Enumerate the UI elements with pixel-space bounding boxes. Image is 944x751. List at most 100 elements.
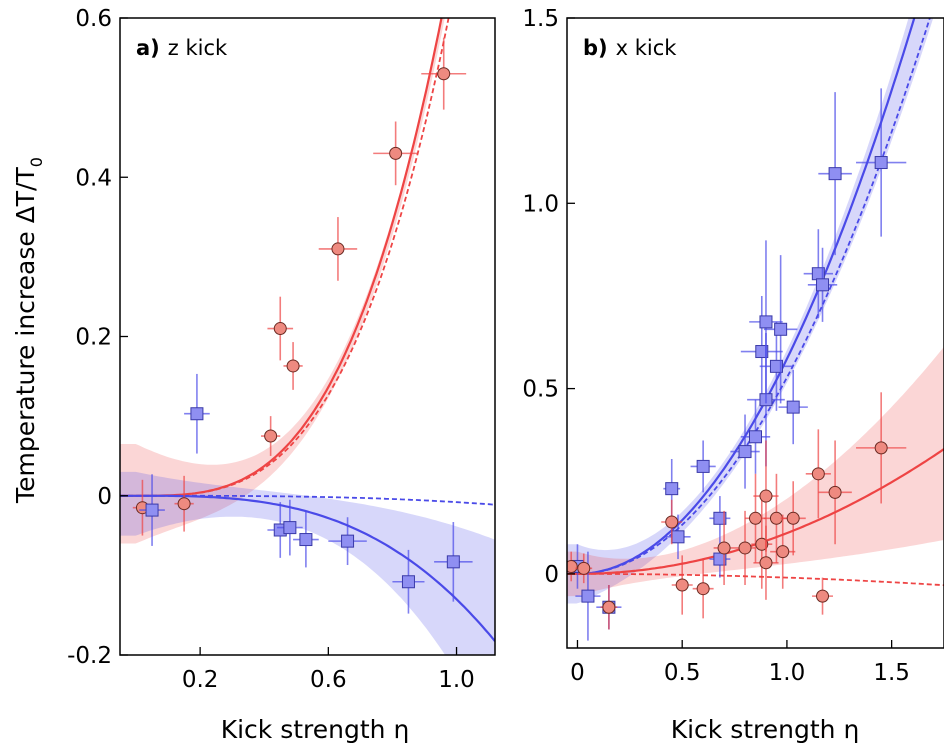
square-marker [190,407,204,421]
panel-b-x-kick: b) x kick Kick strength η 0 0.5 1.0 1.5 0 0.5 1… [522,6,944,744]
panel-b-blue-data-point [803,229,833,319]
panel-a-z-kick: a) z kick Kick strength η -0.2 0 0.2 0.4 0.6 0… [67,6,496,744]
panel-a-red-data-point [267,296,294,361]
panel-a-red-data-point [421,37,467,110]
panel-b-y-tick-label: 1.0 [522,191,559,217]
square-marker [749,430,762,444]
square-marker [713,552,727,566]
circle-marker [577,561,591,575]
panel-b-red-data-point [753,525,779,600]
circle-marker [828,485,842,499]
circle-marker [786,511,800,525]
panel-a-blue-data-point [184,373,210,454]
panel-b-letter: b) [583,36,608,60]
square-marker [665,482,679,496]
circle-marker [675,578,689,592]
panel-a-red-confidence-band [120,18,445,544]
circle-marker [567,559,578,573]
circle-marker [816,589,830,603]
panel-b-label: b) x kick [583,36,677,60]
panel-b-x-tick-label: 1.0 [769,660,806,686]
panel-b-x-tick-label: 0.5 [664,660,701,686]
square-marker [874,156,888,170]
panel-a-blue-data-point [293,511,319,568]
panel-a-red-model-dashed-line [120,18,450,497]
panel-a-red-fit-line [120,18,443,497]
panel-a-blue-data-point [434,522,473,602]
panel-b-red-data-point [770,514,796,589]
panel-b-plot-area [567,18,944,641]
panel-b-red-data-point [671,555,693,615]
panel-b-red-data-point [692,559,714,619]
panel-a-blue-confidence-band [120,471,495,655]
panel-b-title: x kick [616,36,678,60]
circle-marker [286,359,300,373]
panel-b-red-data-point [751,499,773,589]
panel-b-red-data-point [661,499,683,545]
panel-a-y-tick-label: 0.4 [75,165,112,191]
circle-marker [696,582,710,596]
panel-b-red-data-point [818,440,852,545]
circle-marker [738,541,752,555]
circle-marker [437,67,451,81]
panel-b-red-data-point [745,473,766,563]
circle-marker [759,489,773,503]
panel-a-red-data-point [283,342,303,390]
panel-b-red-data-point [812,577,833,615]
square-marker [696,459,710,473]
circle-marker [811,467,825,481]
circle-marker [749,511,762,525]
panel-a-blue-data-point [328,517,367,566]
panel-b-x-tick-label: 1.5 [873,660,910,686]
square-marker [759,315,773,329]
panel-a-blue-data-point [277,499,303,556]
circle-marker [665,515,679,529]
circle-marker [264,429,278,443]
y-axis-title-main: Temperature increase ΔT/T [11,167,40,504]
panel-b-blue-data-point [778,370,808,445]
panel-a-y-tick-label: 0.2 [75,325,112,351]
square-marker [581,589,595,603]
square-marker [299,533,313,547]
panel-b-frame [566,17,944,649]
panel-b-red-confidence-band [567,346,944,597]
circle-marker [874,441,888,455]
panel-a-blue-data-point [139,474,165,546]
panel-a-y-tick-label: 0.6 [75,6,112,32]
panel-b-blue-data-point [690,440,716,493]
panel-a-blue-fit-line [120,494,495,642]
circle-marker [389,146,403,160]
square-marker [341,534,355,548]
circle-marker [602,600,616,614]
panel-b-red-data-point [856,392,907,504]
panel-b-y-tick-label: 0 [544,562,559,588]
panel-b-y-tick-label: 0.5 [522,377,559,403]
panel-b-x-tick-label: 0 [570,660,585,686]
panel-a-title: z kick [168,36,228,60]
square-marker [713,511,727,525]
panel-a-y-tick-label: 0 [97,484,112,510]
circle-marker [331,242,345,256]
panel-a-label: a) z kick [136,36,228,60]
panel-b-x-axis-title: Kick strength η [671,715,860,744]
circle-marker [717,541,731,555]
panel-b-blue-data-point [818,92,852,256]
circle-marker [759,556,773,570]
square-marker [145,503,159,517]
panel-b-blue-data-point [807,247,838,322]
square-marker [755,345,769,359]
square-marker [828,167,842,181]
panel-b-red-data-point [805,429,831,519]
panel-b-red-model-dashed-line [567,573,944,587]
panel-b-blue-data-point [740,399,771,474]
panel-b-red-data-point [780,481,806,556]
panel-a-blue-data-point [392,549,425,614]
panel-a-plot-area [120,18,495,655]
panel-a-letter: a) [136,36,160,60]
panel-b-red-data-point [567,551,578,582]
square-marker [283,521,297,535]
panel-a-blue-model-dashed-line [120,494,495,506]
panel-b-blue-data-point [856,88,907,237]
panel-a-red-data-point [373,121,419,186]
